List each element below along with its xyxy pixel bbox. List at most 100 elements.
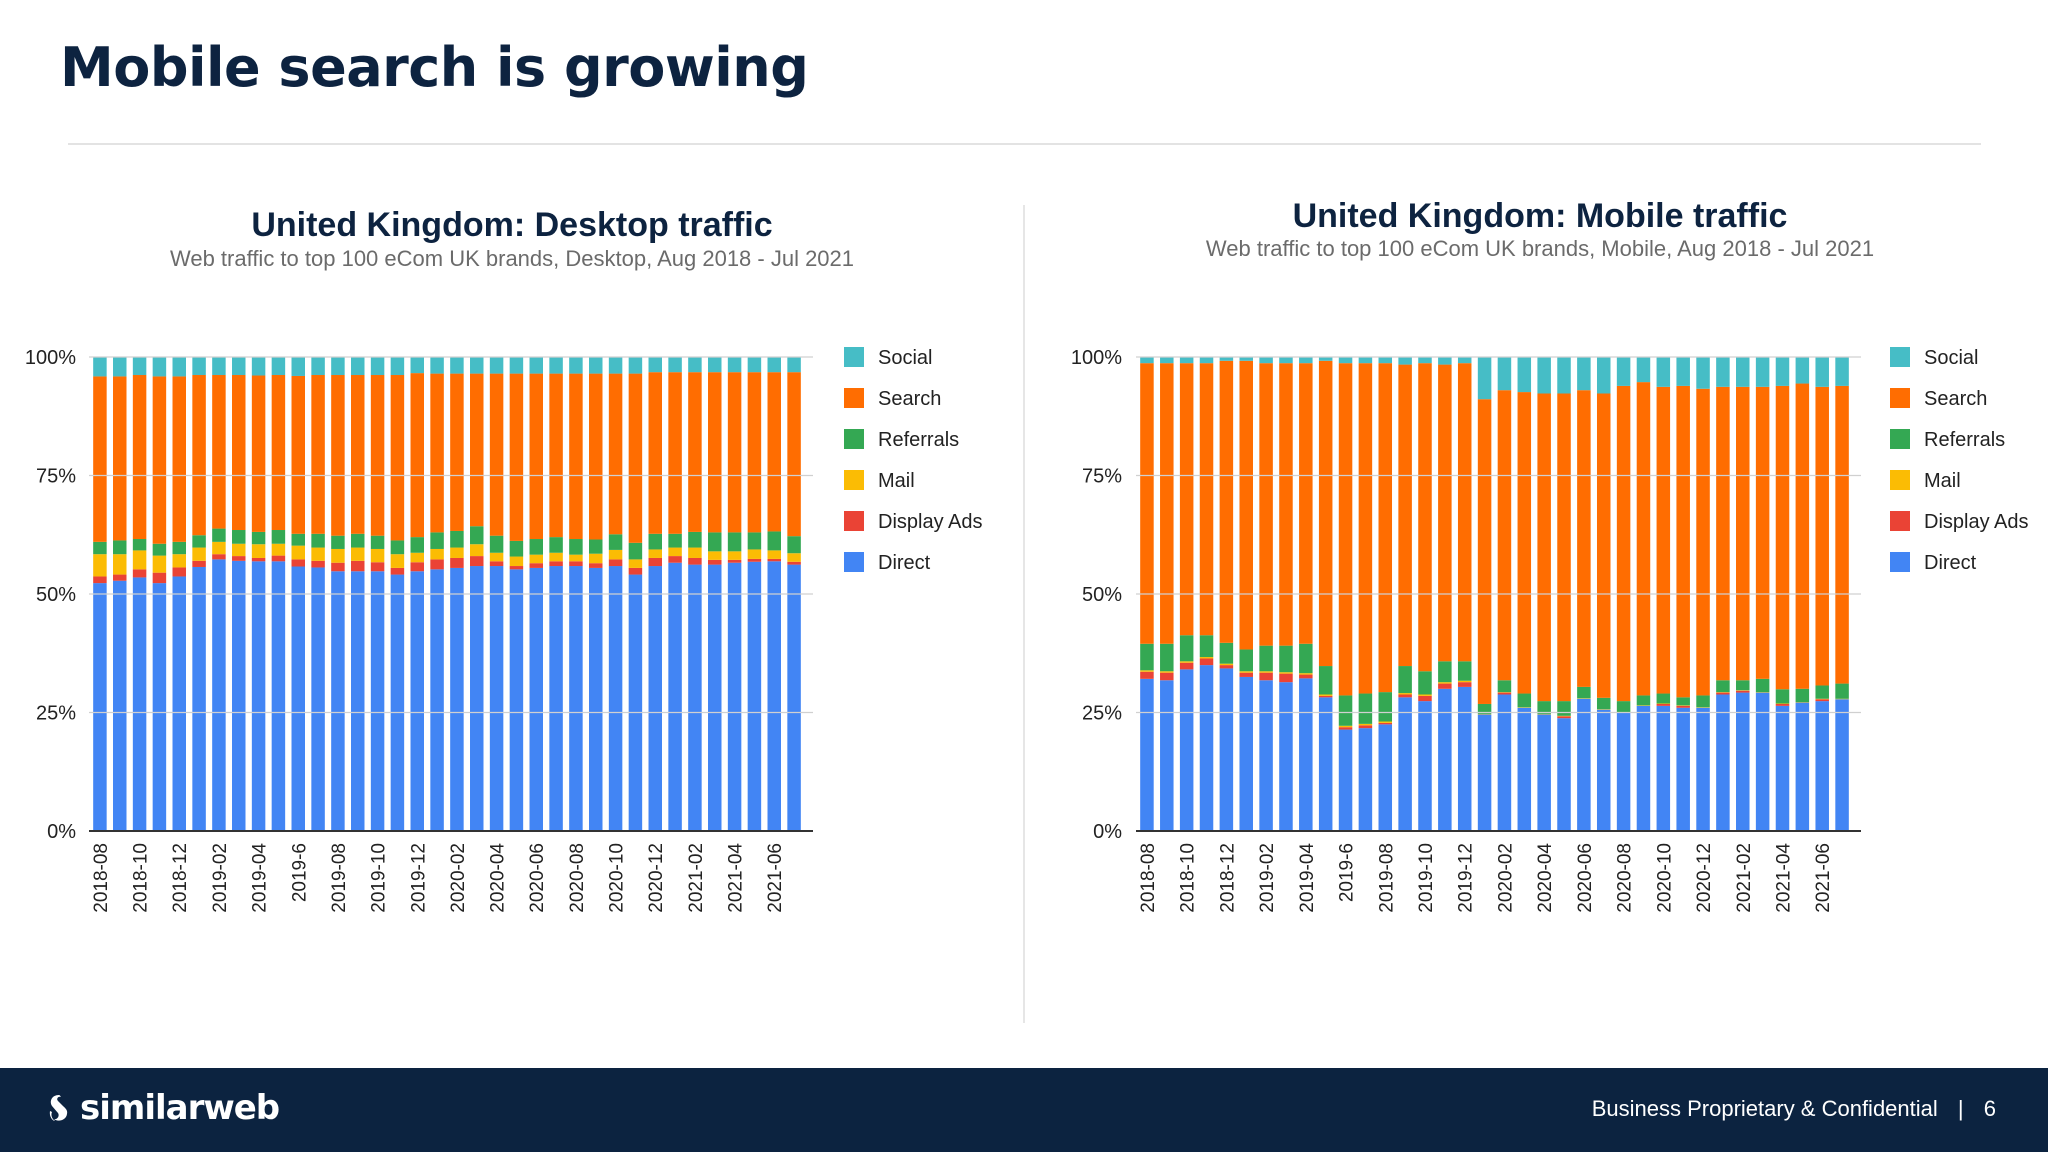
desktop-bar-referrals [192, 535, 206, 548]
mobile-bar-direct [1358, 728, 1373, 831]
mobile-bar-search [1279, 363, 1293, 646]
desktop-bar-mail [787, 553, 801, 562]
desktop-bar-mail [549, 552, 563, 562]
desktop-bar-search [668, 372, 682, 534]
desktop-bar-social [549, 357, 563, 374]
desktop-bar-display-ads [668, 556, 682, 563]
mobile-x-tick-label: 2021-02 [1734, 843, 1755, 913]
mobile-bar-search [1299, 363, 1313, 644]
mobile-bar-social [1636, 357, 1651, 383]
desktop-y-tick-label: 100% [25, 347, 76, 369]
desktop-bar-search [172, 376, 186, 542]
desktop-bar-referrals [747, 532, 762, 550]
desktop-bar-social [430, 357, 444, 374]
desktop-bar-social [648, 357, 662, 373]
mobile-bar-referrals [1736, 680, 1750, 691]
desktop-legend-swatch [844, 429, 864, 449]
footer-separator: | [1957, 1096, 1964, 1121]
desktop-bar-social [192, 357, 206, 376]
desktop-bar-mail [608, 549, 623, 560]
desktop-bar-display-ads [489, 561, 504, 567]
mobile-bar-direct [1517, 707, 1532, 831]
mobile-bar-social [1656, 357, 1671, 387]
desktop-bar-search [430, 373, 444, 533]
mobile-chart-subtitle: Web traffic to top 100 eCom UK brands, M… [1205, 236, 1875, 261]
desktop-x-tick-label: 2020-02 [448, 843, 469, 913]
mobile-legend-swatch [1890, 347, 1910, 367]
desktop-bar-mail [132, 550, 147, 570]
desktop-bar-mail [470, 544, 484, 557]
mobile-y-tick-label: 0% [1093, 821, 1122, 843]
desktop-chart-title: United Kingdom: Desktop traffic [251, 206, 773, 244]
desktop-bar-direct [291, 566, 305, 831]
mobile-bar-referrals [1477, 703, 1492, 714]
desktop-bar-search [311, 375, 325, 534]
desktop-bar-social [450, 357, 464, 374]
desktop-bar-direct [668, 562, 682, 831]
desktop-bar-display-ads [113, 574, 127, 581]
desktop-bar-direct [152, 583, 167, 831]
desktop-x-tick-label: 2018-12 [170, 843, 191, 913]
mobile-bar-mail [1160, 671, 1174, 673]
mobile-bar-search [1140, 363, 1154, 644]
desktop-bar-mail [688, 547, 702, 558]
logo-text: similarweb [80, 1088, 280, 1128]
mobile-bar-social [1815, 357, 1829, 387]
desktop-chart-subtitle: Web traffic to top 100 eCom UK brands, D… [169, 246, 855, 271]
mobile-bar-referrals [1179, 635, 1194, 662]
desktop-bar-social [470, 357, 484, 374]
desktop-bar-mail [311, 547, 325, 561]
desktop-bar-mail [93, 554, 107, 577]
similarweb-logo: similarweb [46, 1088, 280, 1128]
desktop-y-tick-label: 75% [36, 466, 76, 488]
desktop-bar-referrals [152, 543, 167, 556]
desktop-bar-mail [628, 559, 643, 568]
mobile-bar-direct [1497, 694, 1512, 831]
desktop-bar-display-ads [251, 557, 266, 562]
mobile-bar-referrals [1259, 645, 1273, 672]
mobile-bar-referrals [1160, 643, 1174, 672]
desktop-bar-display-ads [192, 560, 206, 567]
mobile-bar-social [1457, 357, 1472, 364]
mobile-legend-swatch [1890, 511, 1910, 531]
desktop-y-tick-label: 50% [36, 584, 76, 606]
desktop-bar-social [291, 357, 305, 376]
mobile-bar-direct [1318, 697, 1333, 831]
mobile-bar-social [1616, 357, 1631, 386]
mobile-y-tick-label: 25% [1082, 703, 1122, 725]
mobile-bar-referrals [1815, 685, 1829, 699]
mobile-bar-direct [1279, 682, 1293, 831]
desktop-bar-direct [450, 567, 464, 831]
mobile-bar-display-ads [1398, 694, 1412, 698]
mobile-bar-referrals [1716, 680, 1730, 693]
desktop-bar-search [549, 373, 563, 538]
desktop-bar-social [708, 357, 722, 373]
desktop-bar-mail [569, 554, 583, 562]
desktop-bar-display-ads [311, 560, 325, 568]
mobile-bar-social [1279, 357, 1293, 364]
mobile-bar-mail [1299, 673, 1313, 675]
desktop-bar-referrals [470, 526, 484, 545]
desktop-bar-direct [390, 574, 405, 831]
desktop-bar-referrals [767, 531, 781, 551]
desktop-bar-search [708, 372, 722, 533]
mobile-x-tick-label: 2018-12 [1217, 843, 1238, 913]
desktop-x-tick-label: 2020-12 [646, 843, 667, 913]
mobile-bar-referrals [1616, 701, 1631, 713]
desktop-bar-social [688, 357, 702, 373]
desktop-bar-mail [648, 549, 662, 558]
desktop-bar-social [331, 357, 345, 376]
mobile-bar-search [1477, 399, 1492, 704]
desktop-bar-display-ads [390, 567, 405, 575]
mobile-bar-social [1378, 357, 1393, 364]
mobile-x-tick-label: 2021-06 [1813, 843, 1834, 913]
mobile-bar-direct [1616, 712, 1631, 831]
desktop-bar-referrals [251, 531, 266, 545]
desktop-bar-referrals [311, 533, 325, 548]
mobile-legend-label: Social [1924, 347, 1978, 369]
desktop-bar-display-ads [172, 567, 186, 577]
mobile-y-tick-label: 50% [1082, 584, 1122, 606]
desktop-bar-mail [251, 544, 266, 558]
mobile-x-tick-label: 2020-08 [1615, 843, 1636, 913]
mobile-bar-referrals [1378, 692, 1393, 722]
